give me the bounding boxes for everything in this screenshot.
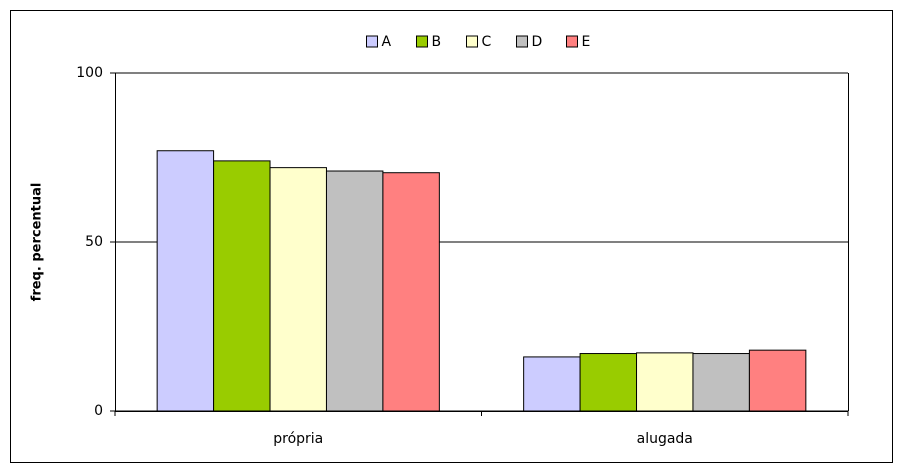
bar	[748, 349, 807, 412]
legend-label: D	[532, 34, 543, 50]
y-tick-label: 50	[85, 234, 103, 250]
bar	[325, 170, 384, 412]
legend-label: E	[582, 34, 591, 50]
legend-swatch	[366, 35, 378, 48]
legend-label: C	[482, 34, 492, 50]
legend-label: A	[382, 34, 392, 50]
bar	[636, 352, 694, 412]
y-tick-label: 100	[76, 65, 103, 81]
bar	[213, 160, 271, 412]
legend-swatch	[516, 35, 528, 48]
bar	[523, 356, 581, 412]
legend-label: B	[432, 34, 442, 50]
x-tick-label: própria	[273, 431, 323, 447]
legend-swatch	[466, 35, 478, 48]
bar	[382, 172, 440, 412]
y-tick-label: 0	[94, 403, 103, 419]
legend-swatch	[416, 35, 428, 48]
y-axis-label: freq. percentual	[30, 183, 45, 302]
bar	[269, 167, 327, 412]
bar	[579, 353, 638, 412]
legend-swatch	[566, 35, 578, 48]
bar	[692, 353, 750, 412]
bar	[156, 150, 215, 412]
x-tick-label: alugada	[637, 431, 693, 447]
